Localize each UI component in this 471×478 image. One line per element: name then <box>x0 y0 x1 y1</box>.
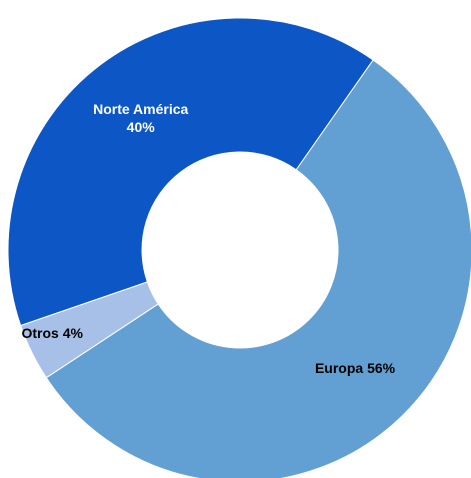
slice-label: Norte América 40% <box>91 100 191 136</box>
donut-slice <box>7 17 374 327</box>
donut-slice <box>45 59 471 478</box>
slice-value: 40% <box>126 119 155 136</box>
slice-category: Otros <box>21 324 59 341</box>
slice-category: Norte América <box>93 101 189 118</box>
slice-label: Otros 4% <box>21 324 82 342</box>
slice-category: Europa <box>314 360 364 377</box>
slice-label: Europa 56% <box>315 359 395 377</box>
slice-value: 56% <box>367 360 396 377</box>
slice-value: 4% <box>62 324 83 341</box>
